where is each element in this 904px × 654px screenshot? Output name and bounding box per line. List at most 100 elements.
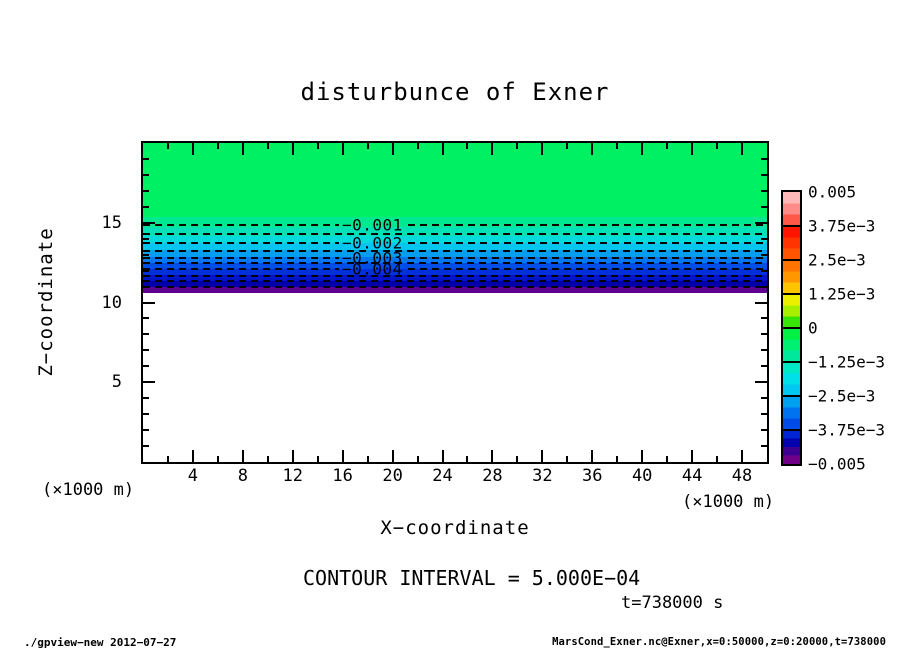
z-tick <box>143 349 149 352</box>
z-tick <box>143 189 149 192</box>
x-tick-label: 16 <box>332 466 353 486</box>
contour-line-label: −0.001 <box>342 215 403 235</box>
colorbar-cell <box>783 396 800 430</box>
x-tick <box>441 450 444 462</box>
contour-line <box>143 256 339 259</box>
z-tick <box>143 317 149 320</box>
x-tick <box>266 456 269 462</box>
fill-band <box>143 243 767 251</box>
contour-line <box>408 223 767 226</box>
x-tick <box>541 143 544 155</box>
x-tick <box>316 143 319 149</box>
x-axis-unit-left: (×1000 m) <box>42 480 135 500</box>
x-tick <box>741 143 744 155</box>
fill-band <box>143 227 767 237</box>
contour-line-label: −0.004 <box>342 259 403 279</box>
x-tick <box>391 450 394 462</box>
colorbar-separator <box>783 225 800 227</box>
colorbar-separator <box>783 293 800 295</box>
z-tick <box>761 413 767 416</box>
colorbar-tick-label: −2.5e−3 <box>808 386 876 406</box>
fill-band <box>143 280 767 288</box>
contour-line <box>408 242 767 244</box>
x-tick <box>391 143 394 155</box>
contour-line <box>143 233 767 236</box>
colorbar-tick-label: −0.005 <box>808 454 866 474</box>
z-tick <box>143 301 155 304</box>
z-tick <box>143 237 149 240</box>
colorbar-separator <box>783 327 800 329</box>
x-tick <box>216 143 219 149</box>
z-tick <box>143 221 155 224</box>
x-tick <box>166 456 169 462</box>
z-tick <box>761 285 767 288</box>
fill-band <box>143 269 767 276</box>
colorbar-tick-label: −1.25e−3 <box>808 352 886 372</box>
z-tick <box>143 285 149 288</box>
colorbar-tick-label: 1.25e−3 <box>808 284 876 304</box>
x-tick <box>416 456 419 462</box>
z-tick <box>755 221 767 224</box>
fill-band <box>143 250 767 258</box>
x-tick <box>241 450 244 462</box>
z-tick <box>761 269 767 272</box>
plot-area: −0.001 −0.002 −0.003 −0.004 <box>141 141 769 464</box>
fill-band <box>143 262 767 270</box>
fill-band <box>143 287 767 294</box>
colorbar-cell <box>783 226 800 260</box>
x-tick <box>491 450 494 462</box>
time-note: t=738000 s <box>621 593 724 613</box>
z-tick <box>143 205 149 208</box>
x-tick-label: 20 <box>382 466 403 486</box>
contour-line <box>143 262 767 265</box>
z-tick <box>761 397 767 400</box>
contour-line-label: −0.003 <box>342 248 403 268</box>
x-tick <box>616 456 619 462</box>
x-tick <box>516 143 519 149</box>
fill-band <box>143 217 767 228</box>
z-tick-label: 10 <box>101 292 122 313</box>
fill-band <box>143 143 767 218</box>
colorbar-tick-label: 0 <box>808 318 818 338</box>
x-tick <box>666 143 669 149</box>
contour-line <box>143 242 339 244</box>
contour-interval-note: CONTOUR INTERVAL = 5.000E−04 <box>303 566 641 590</box>
colorbar <box>781 190 802 466</box>
x-tick <box>566 143 569 149</box>
z-tick <box>143 333 149 336</box>
z-tick <box>761 205 767 208</box>
colorbar-tick-label: 0.005 <box>808 182 857 202</box>
x-tick-label: 40 <box>631 466 653 486</box>
x-tick <box>416 143 419 149</box>
x-axis-label: X−coordinate <box>380 517 530 539</box>
x-tick-label: 8 <box>237 466 248 486</box>
z-tick <box>761 365 767 368</box>
x-tick <box>316 456 319 462</box>
z-tick <box>761 317 767 320</box>
z-tick <box>755 301 767 304</box>
x-tick <box>716 456 719 462</box>
colorbar-tick-label: 2.5e−3 <box>808 250 866 270</box>
contour-line <box>143 249 767 252</box>
x-tick <box>441 143 444 155</box>
z-tick <box>761 253 767 256</box>
x-tick <box>616 143 619 149</box>
x-tick <box>641 450 644 462</box>
colorbar-separator <box>783 429 800 431</box>
colorbar-tick-label: −3.75e−3 <box>808 420 886 440</box>
fill-band <box>143 235 767 244</box>
z-tick <box>143 445 149 448</box>
x-tick <box>716 143 719 149</box>
x-tick <box>741 450 744 462</box>
z-axis-label: Z−coordinate <box>35 227 57 377</box>
x-tick <box>166 143 169 149</box>
contour-line <box>143 223 339 226</box>
x-tick-label: 32 <box>532 466 553 486</box>
z-tick <box>143 365 149 368</box>
z-tick <box>143 397 149 400</box>
x-tick <box>566 456 569 462</box>
x-tick <box>491 143 494 155</box>
x-tick-label: 28 <box>482 466 503 486</box>
x-tick <box>641 143 644 155</box>
z-tick <box>761 157 767 160</box>
